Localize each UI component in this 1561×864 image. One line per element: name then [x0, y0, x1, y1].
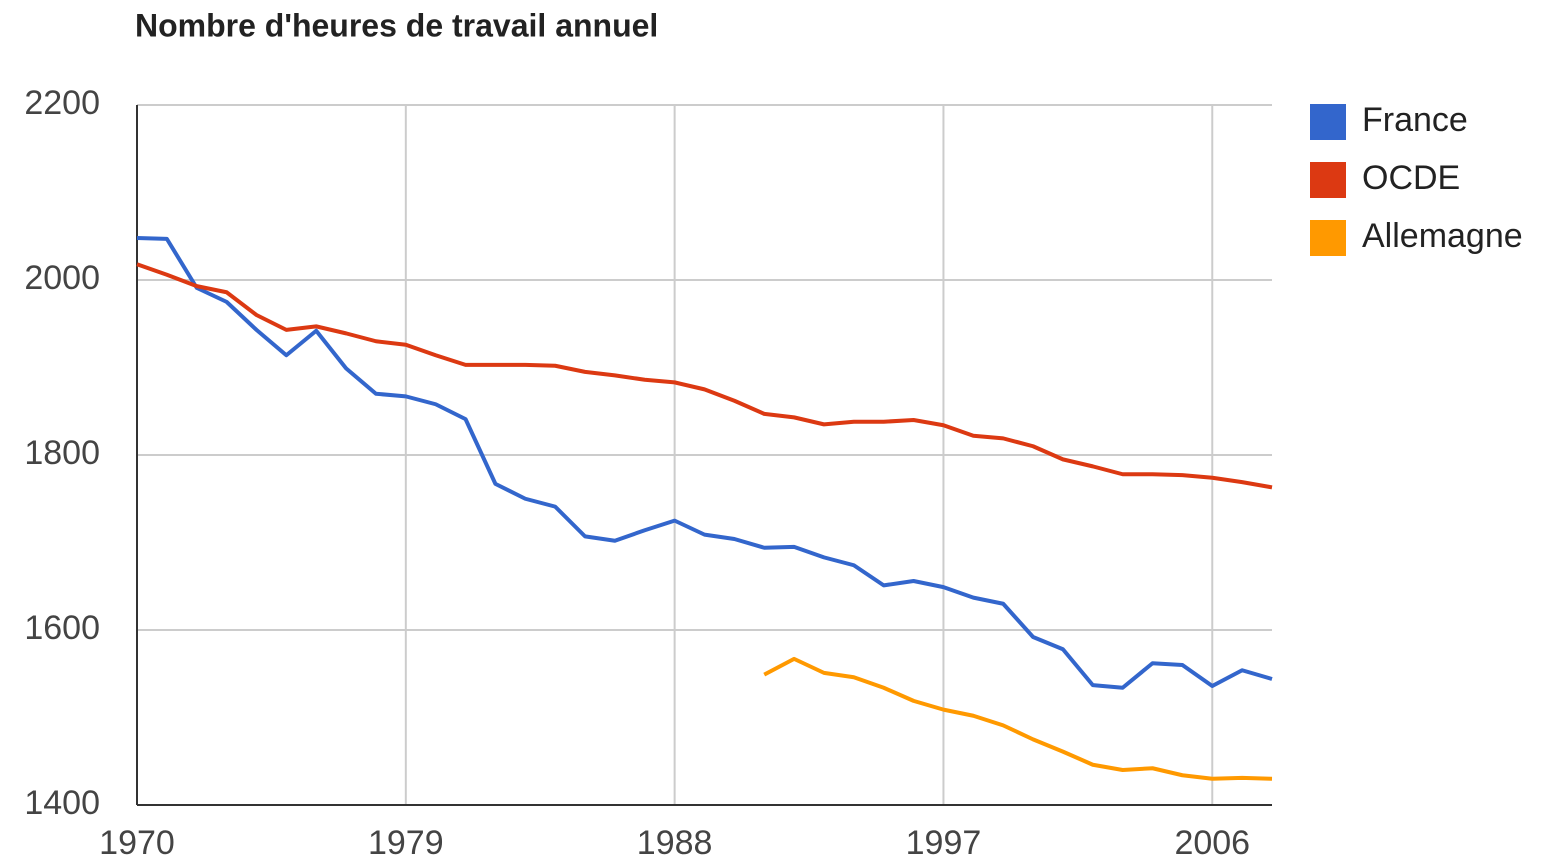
x-tick-label: 2006	[1174, 824, 1250, 862]
y-tick-label: 1600	[24, 609, 100, 647]
y-tick-label: 2200	[24, 84, 100, 122]
chart-title: Nombre d'heures de travail annuel	[135, 7, 658, 43]
legend-label: OCDE	[1362, 159, 1460, 197]
x-tick-label: 1997	[906, 824, 982, 862]
y-tick-label: 2000	[24, 259, 100, 297]
x-tick-label: 1988	[637, 824, 713, 862]
line	[136, 262, 1273, 490]
y-tick-label: 1800	[24, 434, 100, 472]
legend-swatch	[1310, 162, 1346, 198]
legend-swatch	[1310, 104, 1346, 140]
legend-label: Allemagne	[1362, 217, 1523, 255]
legend-swatch	[1310, 220, 1346, 256]
line	[136, 236, 1273, 690]
line	[763, 656, 1273, 781]
y-tick-label: 1400	[24, 784, 100, 822]
x-tick-label: 1979	[368, 824, 444, 862]
legend-label: France	[1362, 101, 1468, 139]
x-tick-label: 1970	[99, 824, 175, 862]
